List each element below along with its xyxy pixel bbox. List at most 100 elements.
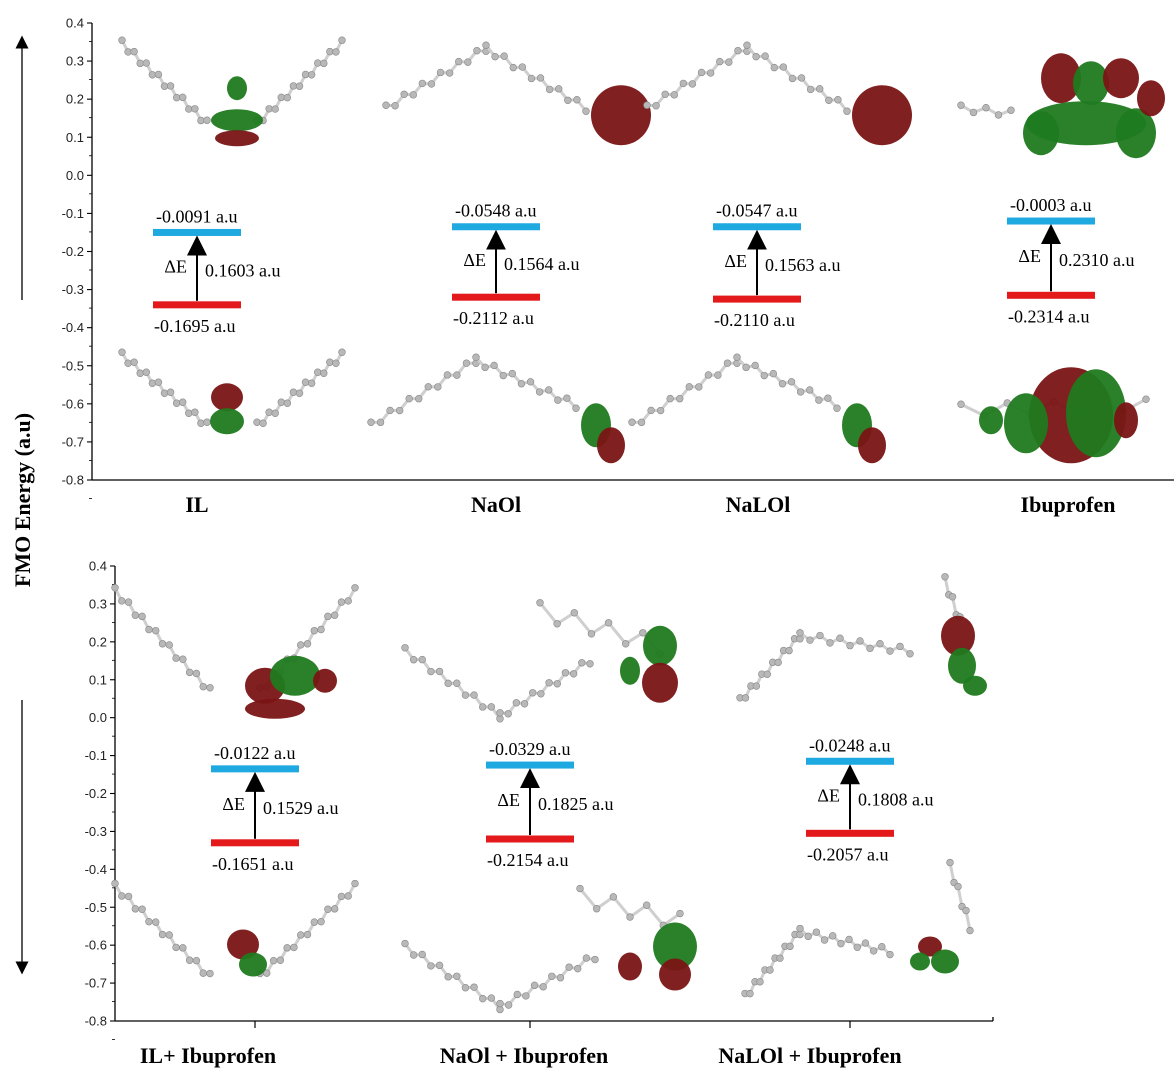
orbital-1-lumo-drug-atom [604, 619, 613, 627]
y-tick-label: -0.7 [85, 976, 107, 991]
orbital-2-lumo-b-atom [797, 74, 806, 82]
orbital-0-lumo-left-atom [154, 70, 163, 79]
orbital-1-homo-b-atom [490, 361, 498, 370]
orbital-1-lumo-a-atom [409, 656, 418, 664]
orbital-2-lumo-b-atom [806, 636, 814, 644]
orbital-1-homo-b-atom [508, 369, 517, 378]
orbital-1-lumo-drug-atom [639, 629, 647, 637]
orbital-2-homo-a-atom [695, 383, 703, 391]
orbital-2-homo-b-atom [733, 353, 741, 361]
orbital-1-lumo-b-atom [564, 96, 572, 104]
orbital-0-homo-left-atom [197, 419, 205, 427]
orbital-1-lumo-drug-atom [587, 630, 596, 638]
orbital-0-lumo-right-atom [310, 626, 318, 635]
orbital-0-homo-left-atom [118, 892, 126, 900]
orbital-1-homo-drug-atom [642, 901, 651, 909]
orbital-0-lumo-right-atom [332, 48, 340, 56]
orbital-0-lumo-left-atom [124, 598, 133, 606]
orbital-1-lumo-a-atom [453, 679, 461, 687]
orbital-0-homo-left-atom [138, 905, 146, 913]
y-tick-label: 0.0 [89, 710, 107, 725]
orbital-1-lumo-a-atom [409, 91, 417, 99]
orbital-3-lumo-lobe [1137, 80, 1165, 117]
orbital-0-homo-lobe [210, 408, 244, 435]
orbital-1-lumo-a-bonds [385, 49, 487, 108]
orbital-1-lumo-lobe [620, 656, 640, 685]
orbital-1-homo-b-atom [565, 963, 573, 971]
orbital-1-lumo-a-atom [473, 46, 481, 55]
homo-value-label: -0.2110 a.u [714, 310, 795, 330]
orbital-0-homo-left-atom [111, 879, 119, 888]
orbital-2-lumo-lobe [963, 675, 987, 696]
orbital-2-homo-a-atom [656, 406, 665, 415]
orbital-0-homo-left-atom [192, 956, 201, 965]
orbital-0-lumo-left-atom [191, 105, 199, 113]
orbital-0-lumo-left-atom [124, 48, 132, 56]
orbital-0-homo-right-atom [310, 918, 318, 926]
orbital-0-lumo-left-atom [199, 682, 207, 691]
orbital-2-homo-drug-atom [954, 882, 962, 891]
orbital-1-lumo-b-bonds [499, 661, 591, 716]
orbital-2-lumo-b-atom [846, 641, 854, 650]
orbital-0-homo-left-atom [124, 892, 133, 901]
orbital-0-homo-right-atom [314, 368, 322, 376]
orbital-1-homo-a-atom [409, 951, 418, 959]
orbital-2-lumo-b-atom [856, 637, 864, 645]
orbital-1-homo-a-atom [386, 406, 394, 415]
orbital-3-lumo-lobe [1116, 108, 1156, 159]
orbital-1-lumo-a-atom [427, 80, 436, 88]
orbital-0-lumo-right-atom [271, 105, 279, 113]
orbital-0-homo-right-atom [307, 379, 316, 387]
orbital-2-homo-lobe [918, 936, 942, 957]
orbital-0-lumo-left-atom [172, 93, 181, 102]
orbital-0-homo-right-atom [253, 418, 261, 426]
orbital-1-homo-a-atom [470, 983, 478, 991]
homo-value-label: -0.2154 a.u [487, 850, 568, 870]
homo-value-label: -0.1651 a.u [212, 854, 293, 874]
category-label: IL [185, 492, 208, 517]
orbital-0-homo-right-atom [317, 917, 325, 926]
orbital-1-lumo-b-atom [537, 690, 545, 698]
orbital-1-lumo-b-atom [586, 660, 594, 668]
orbital-2-homo-a-atom [723, 359, 732, 367]
orbital-0-homo-right-atom [295, 389, 304, 397]
orbital-0-lumo-lobe [270, 655, 320, 696]
orbital-0-homo-right-atom [332, 359, 340, 367]
orbital-2-homo-b-atom [806, 386, 814, 394]
orbital-0-homo-left-atom [166, 388, 175, 396]
orbital-0-homo-right-atom [324, 905, 332, 913]
orbital-0-homo-left-atom [206, 969, 214, 978]
orbital-2-homo-b-atom [833, 404, 841, 412]
y-tick-label: -0.6 [62, 396, 84, 411]
orbital-2-homo-b-atom [820, 936, 829, 944]
orbital-2-homo-lobe [858, 427, 886, 464]
category-label: Ibuprofen [1021, 492, 1116, 517]
y-tick-label: -0.5 [85, 900, 107, 915]
orbital-2-homo-drug-bonds [948, 862, 972, 931]
orbital-1-homo-b-atom [472, 353, 480, 361]
orbital-0-lumo-left-atom [179, 93, 187, 102]
orbital-1-lumo-b-atom [496, 709, 504, 717]
y-tick-label: 0.4 [89, 559, 107, 574]
gap-value-label: 0.1563 a.u [765, 255, 841, 275]
orbital-2-lumo-b-atom [770, 63, 778, 72]
orbital-2-homo-b-atom [845, 935, 853, 944]
homo-value-label: -0.2057 a.u [807, 844, 888, 864]
orbital-0-homo-right-atom [351, 879, 359, 888]
lumo-level-bar [452, 223, 540, 231]
orbital-1-homo-b-atom [530, 981, 539, 990]
y-tick-label: 0.1 [89, 672, 107, 687]
orbital-1-lumo-b-atom [582, 107, 590, 115]
y-tick-label: 0.0 [66, 168, 84, 183]
orbital-0-lumo-right-atom [330, 611, 339, 619]
orbital-1-lumo-b-atom [509, 63, 517, 72]
orbital-0-lumo-right-atom [307, 71, 316, 79]
orbital-1-lumo-lobe [643, 625, 677, 666]
orbital-2-lumo-b-atom [886, 647, 894, 655]
orbital-1-lumo-a-atom [464, 58, 472, 66]
orbital-0-lumo-left-atom [160, 82, 169, 90]
category-label: NaOl [471, 492, 521, 517]
orbital-0-homo-left-atom [191, 408, 199, 416]
y-axis-title: FMO Energy (a.u) [10, 413, 35, 587]
lumo-value-label: -0.0003 a.u [1010, 195, 1091, 215]
